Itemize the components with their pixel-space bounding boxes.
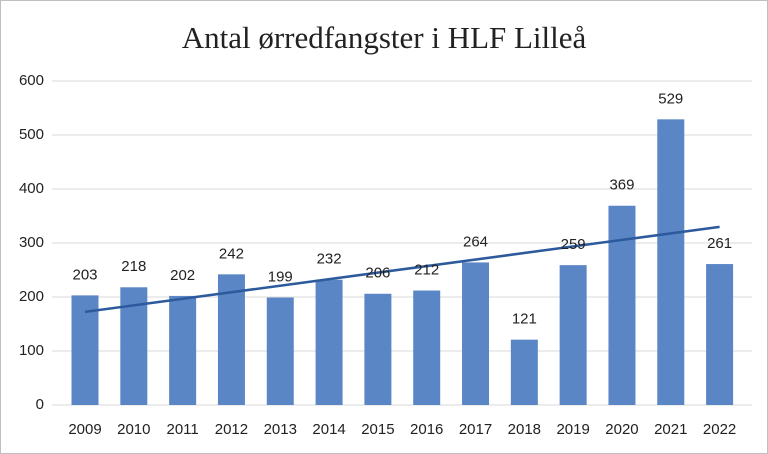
data-label: 529 — [658, 90, 683, 107]
x-tick-label: 2021 — [654, 421, 687, 438]
bar — [364, 293, 392, 405]
data-label: 261 — [707, 235, 732, 252]
y-tick-label: 400 — [19, 180, 44, 197]
bar — [706, 264, 734, 405]
bar — [657, 119, 685, 405]
x-tick-label: 2015 — [361, 421, 394, 438]
data-label: 264 — [463, 233, 488, 250]
bar — [71, 295, 99, 405]
x-tick-label: 2010 — [117, 421, 150, 438]
x-tick-label: 2017 — [459, 421, 492, 438]
x-tick-label: 2011 — [167, 421, 199, 438]
x-tick-label: 2018 — [508, 421, 541, 438]
data-label: 259 — [561, 236, 586, 253]
data-label: 232 — [317, 251, 342, 268]
chart-title: Antal ørredfangster i HLF Lilleå — [182, 20, 587, 55]
y-tick-label: 0 — [36, 396, 44, 413]
bar — [413, 290, 441, 405]
y-tick-label: 100 — [19, 342, 44, 359]
x-tick-label: 2019 — [556, 421, 589, 438]
bar — [510, 339, 538, 405]
bar — [315, 279, 343, 405]
x-tick-label: 2012 — [215, 421, 248, 438]
x-tick-label: 2016 — [410, 421, 443, 438]
data-label: 218 — [121, 258, 146, 275]
data-label: 203 — [72, 266, 97, 283]
bar — [217, 274, 245, 405]
data-label: 199 — [268, 269, 293, 286]
data-label: 369 — [609, 177, 634, 194]
bar — [266, 297, 294, 405]
x-tick-label: 2009 — [68, 421, 101, 438]
data-label: 212 — [414, 261, 439, 278]
x-tick-label: 2022 — [703, 421, 736, 438]
data-label: 206 — [365, 265, 390, 282]
bar — [559, 265, 587, 405]
x-tick-label: 2014 — [312, 421, 345, 438]
y-tick-label: 600 — [19, 72, 44, 89]
bar — [462, 262, 490, 405]
trendline — [84, 225, 720, 314]
y-tick-label: 300 — [19, 234, 44, 251]
data-label: 242 — [219, 245, 244, 262]
x-tick-label: 2020 — [605, 421, 638, 438]
bar — [608, 205, 636, 405]
y-tick-label: 500 — [19, 126, 44, 143]
x-tick-label: 2013 — [264, 421, 297, 438]
y-tick-label: 200 — [19, 288, 44, 305]
data-label: 121 — [512, 311, 537, 328]
data-label: 202 — [170, 267, 195, 284]
bar — [169, 295, 197, 405]
